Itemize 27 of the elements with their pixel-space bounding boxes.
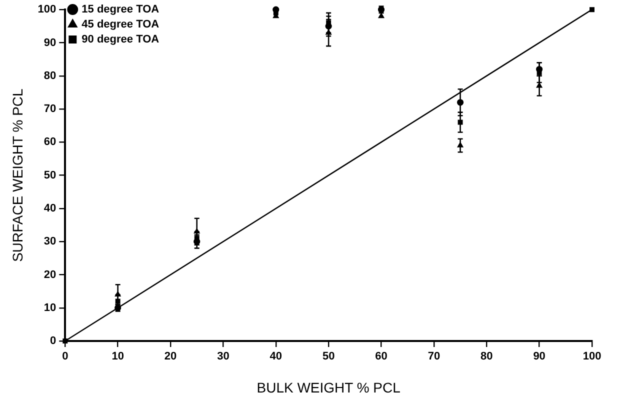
x-tick-label: 90 [533, 350, 546, 363]
y-tick-label: 20 [44, 268, 56, 281]
y-tick-label: 80 [44, 70, 56, 82]
y-tick-label: 100 [38, 4, 56, 16]
x-tick-label: 50 [322, 350, 335, 363]
y-tick-label: 30 [44, 236, 56, 248]
x-tick-label: 80 [480, 350, 493, 363]
legend-label: 45 degree TOA [82, 18, 160, 31]
y-tick-label: 50 [44, 169, 56, 182]
legend-label: 90 degree TOA [82, 34, 160, 46]
x-tick-label: 20 [164, 350, 177, 363]
x-axis-title: BULK WEIGHT % PCL [256, 379, 401, 396]
y-axis-title: SURFACE WEIGHT % PCL [9, 88, 26, 262]
y-tick-label: 40 [44, 202, 56, 214]
y-tick-label: 90 [44, 36, 56, 49]
x-tick-label: 30 [217, 350, 230, 363]
x-tick-label: 0 [62, 350, 68, 363]
x-tick-label: 40 [270, 350, 282, 363]
y-tick-label: 70 [44, 103, 56, 116]
x-tick-label: 10 [112, 350, 124, 363]
legend-label: 15 degree TOA [82, 4, 160, 16]
y-tick-label: 60 [44, 136, 56, 148]
x-tick-label: 60 [375, 350, 388, 363]
x-tick-label: 70 [428, 350, 440, 363]
x-tick-label: 100 [582, 350, 602, 363]
y-tick-label: 10 [44, 302, 56, 314]
y-tick-label: 0 [50, 335, 56, 348]
